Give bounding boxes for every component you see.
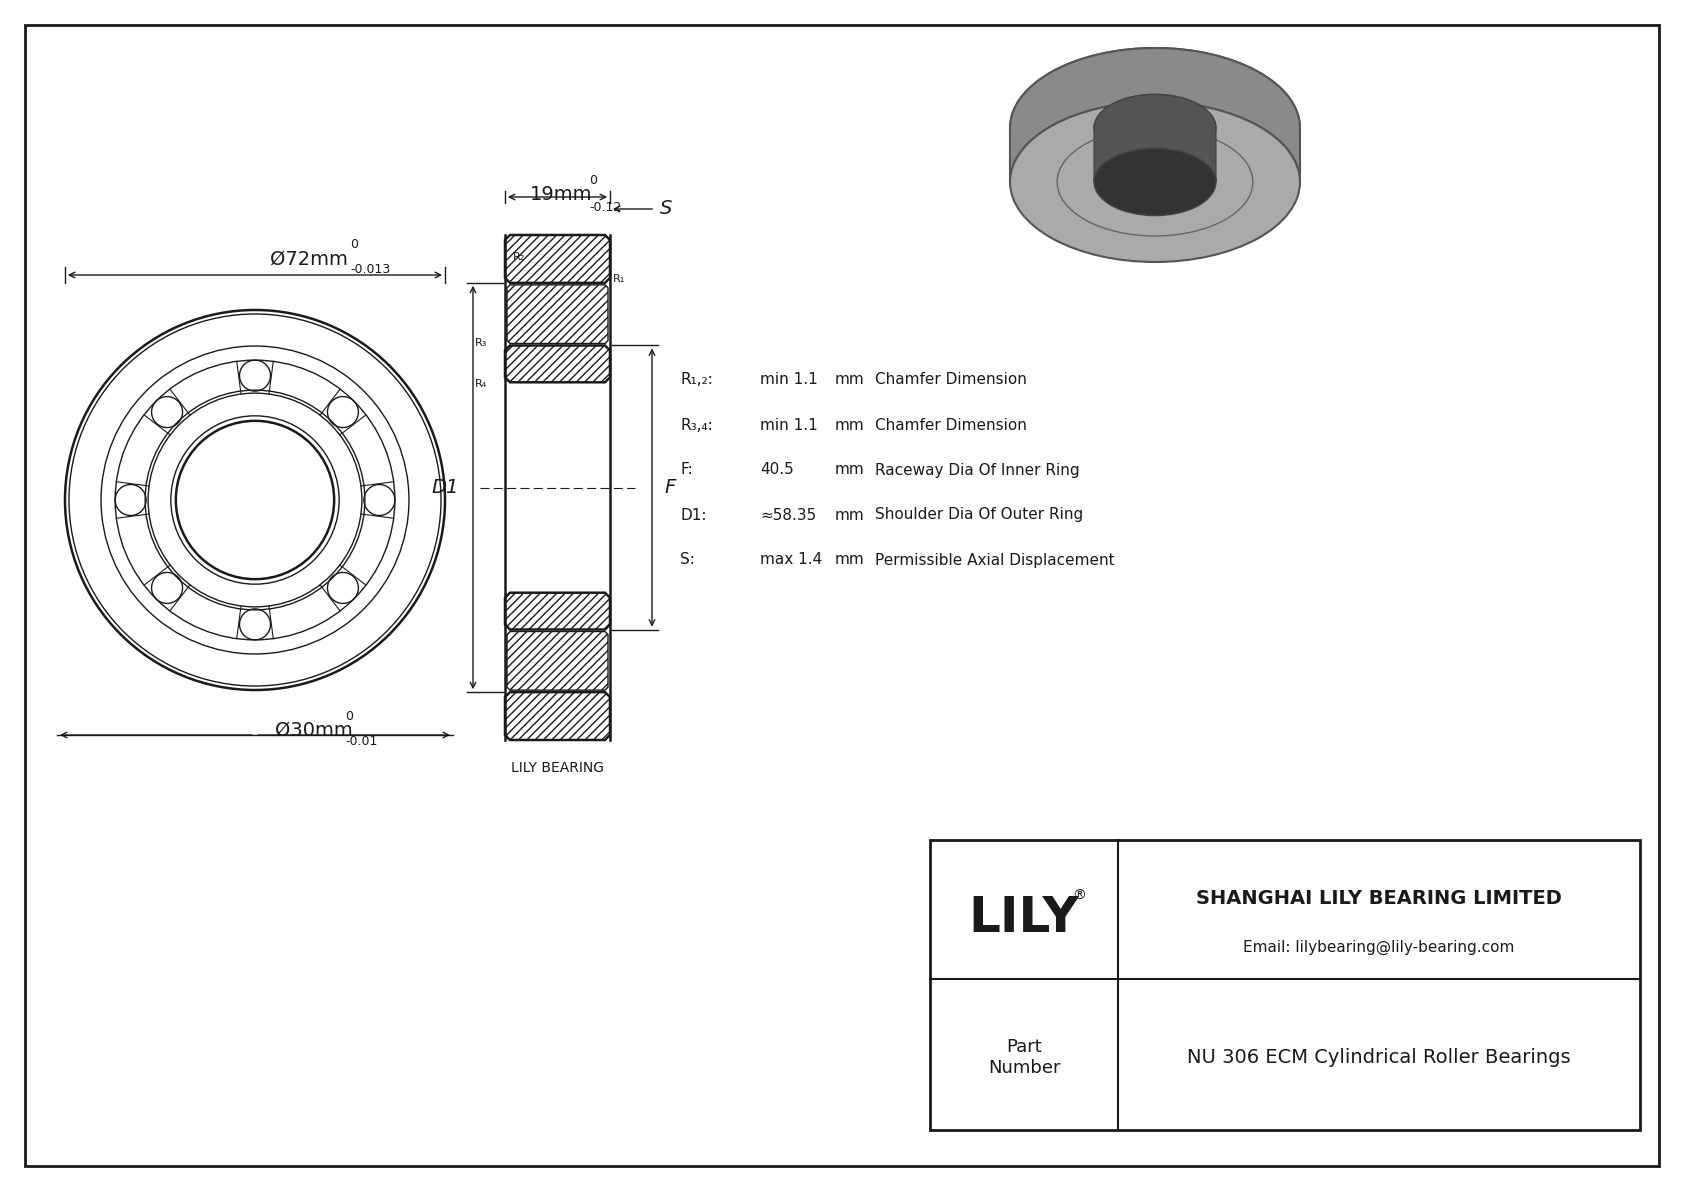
- Text: 40.5: 40.5: [759, 462, 793, 478]
- Text: R₂: R₂: [514, 252, 525, 262]
- Polygon shape: [505, 593, 610, 630]
- Polygon shape: [505, 345, 610, 382]
- Text: ®: ®: [1073, 890, 1086, 903]
- Text: mm: mm: [835, 553, 866, 567]
- Text: S: S: [660, 200, 672, 218]
- Text: Chamfer Dimension: Chamfer Dimension: [876, 418, 1027, 432]
- Text: min 1.1: min 1.1: [759, 373, 818, 387]
- Ellipse shape: [1095, 94, 1216, 162]
- Text: Chamfer Dimension: Chamfer Dimension: [876, 373, 1027, 387]
- Text: mm: mm: [835, 373, 866, 387]
- Text: -0.12: -0.12: [589, 201, 621, 214]
- Text: mm: mm: [835, 462, 866, 478]
- Text: SHANGHAI LILY BEARING LIMITED: SHANGHAI LILY BEARING LIMITED: [1196, 888, 1563, 908]
- Text: LILY: LILY: [968, 894, 1079, 942]
- Text: F:: F:: [680, 462, 692, 478]
- Text: Permissible Axial Displacement: Permissible Axial Displacement: [876, 553, 1115, 567]
- Polygon shape: [507, 631, 608, 690]
- Ellipse shape: [1010, 48, 1300, 208]
- Text: Ø30mm: Ø30mm: [274, 721, 352, 740]
- Polygon shape: [505, 692, 610, 740]
- Text: -0.013: -0.013: [350, 263, 391, 276]
- Text: Shoulder Dia Of Outer Ring: Shoulder Dia Of Outer Ring: [876, 507, 1083, 523]
- Text: R₃: R₃: [475, 338, 487, 349]
- Ellipse shape: [1010, 102, 1300, 262]
- Text: 0: 0: [350, 238, 359, 251]
- Text: R₁,₂:: R₁,₂:: [680, 373, 712, 387]
- Text: Email: lilybearing@lily-bearing.com: Email: lilybearing@lily-bearing.com: [1243, 940, 1516, 955]
- Text: LILY BEARING: LILY BEARING: [510, 761, 605, 775]
- Polygon shape: [1010, 48, 1300, 182]
- Polygon shape: [507, 285, 608, 343]
- Text: S:: S:: [680, 553, 695, 567]
- Text: Part
Number: Part Number: [989, 1039, 1061, 1077]
- Text: 0: 0: [345, 710, 354, 723]
- Text: R₃,₄:: R₃,₄:: [680, 418, 712, 432]
- Polygon shape: [505, 235, 610, 283]
- Text: Ø72mm: Ø72mm: [269, 249, 349, 268]
- Text: mm: mm: [835, 418, 866, 432]
- Text: max 1.4: max 1.4: [759, 553, 822, 567]
- Text: 19mm: 19mm: [529, 186, 593, 205]
- Text: F: F: [663, 478, 675, 497]
- Text: R₄: R₄: [475, 379, 487, 389]
- Text: Raceway Dia Of Inner Ring: Raceway Dia Of Inner Ring: [876, 462, 1079, 478]
- Polygon shape: [1095, 94, 1216, 182]
- Ellipse shape: [1095, 149, 1216, 216]
- Text: min 1.1: min 1.1: [759, 418, 818, 432]
- Text: NU 306 ECM Cylindrical Roller Bearings: NU 306 ECM Cylindrical Roller Bearings: [1187, 1048, 1571, 1067]
- Bar: [930, 840, 1640, 1130]
- Text: mm: mm: [835, 507, 866, 523]
- Text: 0: 0: [589, 174, 598, 187]
- Text: D1: D1: [431, 478, 458, 497]
- Text: R₁: R₁: [613, 274, 625, 283]
- Text: D1:: D1:: [680, 507, 707, 523]
- Text: -0.01: -0.01: [345, 735, 377, 748]
- Text: ≈58.35: ≈58.35: [759, 507, 817, 523]
